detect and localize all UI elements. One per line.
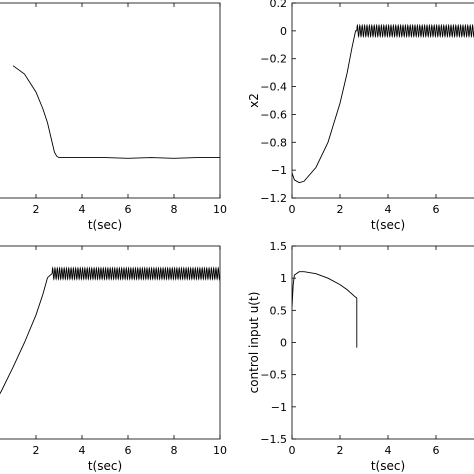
x-axis-label: t(sec) — [371, 218, 405, 232]
x-tick-label: 2 — [337, 444, 344, 457]
x-tick-label: 4 — [79, 203, 86, 216]
x-axis-label: t(sec) — [88, 459, 122, 473]
subplot-top-right-x2: 0 2 4 6 0.2 0 −0.2 −0.4 −0.6 −0.8 −1 −1.2 t(sec) x2 — [247, 0, 474, 232]
y-tick-label: −1.5 — [260, 433, 287, 446]
subplot-bottom-right-control-input: 0 2 4 6 1.5 1 0.5 0 −0.5 −1 −1.5 t(sec) control inpu… — [247, 240, 474, 473]
x-tick-label: 6 — [433, 203, 440, 216]
y-axis-label: control input u(t) — [247, 292, 261, 394]
x-tick-label: 8 — [171, 203, 178, 216]
y-tick-label: 0.5 — [270, 304, 288, 317]
y-tick-label: −1 — [271, 164, 287, 177]
x-tick-label: 2 — [33, 444, 40, 457]
y-tick-label: 1 — [280, 272, 287, 285]
x-tick-label: 10 — [213, 444, 227, 457]
y-tick-label: 0 — [280, 337, 287, 350]
y-tick-label: −0.5 — [260, 369, 287, 382]
x-tick-label: 6 — [125, 444, 132, 457]
y-tick-label: −1.2 — [260, 192, 287, 205]
x-tick-label: 4 — [385, 444, 392, 457]
x-axis-label: t(sec) — [371, 459, 405, 473]
x-tick-label: 6 — [125, 203, 132, 216]
series-line — [292, 271, 358, 348]
y-tick-label: −0.2 — [260, 53, 287, 66]
series-line — [12, 65, 220, 159]
y-tick-label: −0.4 — [260, 81, 287, 94]
y-tick-label: 0.2 — [270, 0, 288, 10]
y-tick-label: −1 — [271, 401, 287, 414]
y-tick-label: −0.6 — [260, 108, 287, 121]
x-tick-label: 4 — [79, 444, 86, 457]
y-tick-label: 1.5 — [270, 240, 288, 253]
axes-frame — [0, 2, 221, 199]
x-tick-label: 6 — [433, 444, 440, 457]
x-axis-label: t(sec) — [88, 218, 122, 232]
x-tick-label: 4 — [385, 203, 392, 216]
x-tick-label: 0 — [289, 203, 296, 216]
x-tick-label: 10 — [213, 203, 227, 216]
series-line — [0, 266, 220, 395]
axes-frame — [0, 245, 221, 440]
x-tick-label: 2 — [337, 203, 344, 216]
series-line — [292, 23, 474, 184]
subplot-top-left: 2 4 6 8 10 t(sec) — [0, 2, 227, 232]
y-tick-label: −0.8 — [260, 136, 287, 149]
y-tick-label: 0 — [280, 25, 287, 38]
y-axis-label: x2 — [247, 93, 261, 108]
x-tick-label: 0 — [289, 444, 296, 457]
x-tick-label: 8 — [171, 444, 178, 457]
subplot-bottom-left: 2 4 6 8 10 t(sec) — [0, 245, 227, 473]
x-tick-label: 2 — [33, 203, 40, 216]
